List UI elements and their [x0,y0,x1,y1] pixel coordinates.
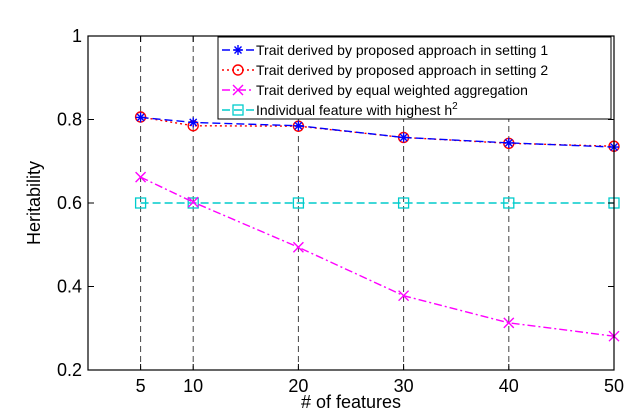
x-tick-label: 50 [604,376,624,396]
legend-label: Trait derived by proposed approach in se… [256,42,548,58]
x-tick-label: 10 [183,376,203,396]
y-axis-title: Heritability [24,161,44,245]
y-tick-label: 1 [72,26,82,46]
y-tick-label: 0.8 [57,110,82,130]
legend-label-superscript: 2 [452,101,458,112]
x-tick-label: 20 [288,376,308,396]
x-axis-title: # of features [301,392,401,412]
legend-box [217,36,612,120]
data-point [135,171,147,183]
data-point [187,197,199,209]
legend-entry: Trait derived by equal weighted aggregat… [222,82,528,98]
data-point [398,290,410,302]
series-line [140,176,615,337]
series-layer [134,111,620,342]
legend: Trait derived by proposed approach in se… [217,36,612,120]
data-point [187,196,199,208]
series-line [140,116,615,148]
x-tick-label: 5 [136,376,146,396]
legend-entry: Individual feature with highest h2 [222,101,458,118]
x-tick-label: 40 [499,376,519,396]
x-tick-label: 30 [394,376,414,396]
legend-label: Trait derived by equal weighted aggregat… [256,82,528,98]
ticks: 5 10 20 30 40 50 0.2 0.4 0.6 0.8 1 [57,26,624,396]
data-point [292,197,305,209]
data-point [398,132,409,143]
data-point [233,45,243,55]
data-point [292,241,304,253]
data-point [135,112,146,123]
y-tick-label: 0.4 [57,277,82,297]
data-point [232,64,244,76]
data-point [503,197,515,209]
legend-entry: Trait derived by proposed approach in se… [222,42,548,58]
data-point [293,120,304,131]
data-point [503,137,514,148]
y-tick-label: 0.6 [57,193,82,213]
legend-label: Trait derived by proposed approach in se… [256,62,548,78]
data-point [503,317,515,329]
data-point [232,84,244,96]
data-point [134,197,147,209]
data-point [188,117,199,128]
legend-entry: Trait derived by proposed approach in se… [222,62,548,78]
data-point [232,104,244,116]
data-point [397,197,410,209]
legend-label: Individual feature with highest h2 [256,101,458,118]
y-tick-label: 0.2 [57,360,82,380]
